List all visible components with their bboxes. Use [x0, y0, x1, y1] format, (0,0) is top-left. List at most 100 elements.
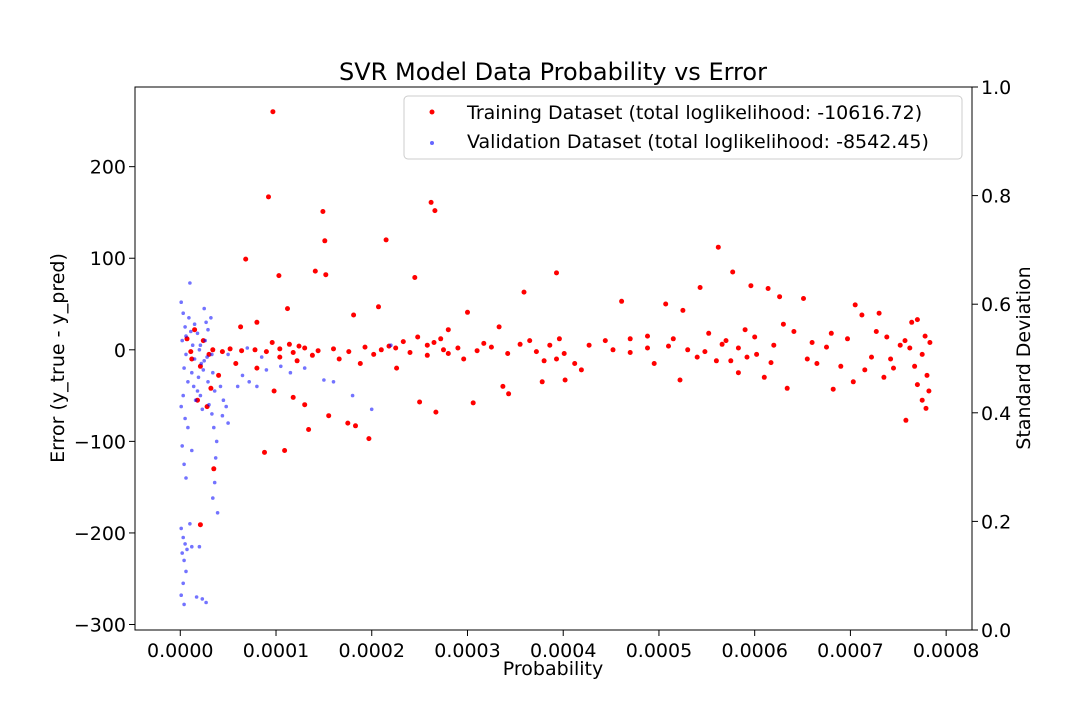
y-tick-label: 200 — [90, 157, 126, 179]
training-point — [876, 310, 882, 316]
training-point — [345, 420, 351, 426]
data-points — [179, 109, 933, 607]
validation-point — [221, 398, 226, 403]
validation-point — [192, 322, 197, 327]
training-point — [907, 345, 913, 351]
validation-point — [199, 361, 204, 366]
training-point — [645, 333, 650, 339]
validation-point — [198, 393, 203, 398]
training-point — [706, 330, 712, 336]
training-point — [719, 341, 725, 347]
training-point — [371, 351, 377, 357]
training-point — [801, 296, 806, 301]
validation-point — [183, 416, 187, 421]
training-point — [192, 327, 198, 333]
validation-point — [181, 581, 185, 586]
validation-point — [198, 343, 203, 348]
validation-point — [188, 281, 192, 285]
validation-point — [245, 346, 250, 350]
validation-point — [224, 404, 228, 409]
training-point — [290, 350, 296, 355]
training-point — [306, 427, 312, 432]
training-point — [912, 363, 918, 369]
validation-point — [179, 300, 183, 305]
validation-point — [212, 389, 217, 393]
training-point — [645, 345, 650, 351]
y-right-tick-label: 0.6 — [981, 294, 1011, 316]
training-point — [527, 338, 533, 344]
training-point — [881, 374, 887, 380]
training-point — [680, 307, 686, 313]
training-point — [919, 397, 925, 403]
training-point — [276, 273, 282, 279]
y-axis-left: 200 100 0 −100 −200 −300 — [74, 157, 135, 637]
training-point — [285, 306, 290, 312]
training-point — [407, 350, 413, 355]
training-point — [830, 386, 836, 392]
validation-point — [188, 522, 192, 526]
training-point — [252, 347, 258, 353]
training-point — [282, 448, 288, 453]
training-point — [670, 336, 676, 342]
x-tick-label: 0.0006 — [721, 640, 787, 662]
training-point — [189, 356, 195, 362]
training-point — [441, 347, 446, 353]
y-right-tick-label: 1.0 — [981, 77, 1011, 99]
x-tick-label: 0.0007 — [817, 640, 883, 662]
training-point — [539, 379, 545, 385]
training-point — [914, 382, 920, 388]
validation-point — [190, 448, 194, 453]
validation-point — [255, 384, 259, 389]
training-point — [470, 400, 476, 406]
training-point — [924, 372, 930, 378]
training-point — [814, 361, 820, 366]
training-point — [884, 334, 890, 340]
training-point — [610, 347, 616, 353]
training-point — [433, 409, 439, 415]
x-tick-label: 0.0005 — [626, 640, 692, 662]
validation-point — [226, 352, 230, 357]
training-point — [415, 334, 421, 340]
legend-label-validation: Validation Dataset (total loglikelihood:… — [467, 131, 929, 153]
training-point — [394, 365, 400, 371]
validation-point — [193, 398, 198, 403]
training-point — [445, 327, 451, 333]
validation-point — [179, 526, 183, 531]
training-point — [262, 449, 267, 455]
training-point — [715, 244, 721, 250]
y-axis-right: 1.0 0.8 0.6 0.4 0.2 0.0 — [972, 77, 1011, 642]
training-point — [366, 436, 372, 442]
training-point — [431, 340, 437, 345]
validation-point — [247, 380, 251, 384]
x-tick-label: 0.0000 — [147, 640, 213, 662]
training-point — [927, 340, 933, 345]
validation-point — [350, 393, 355, 398]
training-point — [362, 344, 368, 350]
validation-point — [197, 544, 202, 549]
validation-point — [369, 407, 374, 412]
validation-point — [322, 378, 326, 382]
validation-point — [218, 384, 223, 389]
x-tick-label: 0.0008 — [913, 640, 979, 662]
validation-point — [191, 384, 196, 389]
training-point — [897, 342, 903, 348]
training-point — [694, 354, 700, 360]
training-point — [302, 402, 308, 408]
training-point — [926, 388, 932, 394]
legend-marker-validation — [430, 141, 434, 145]
validation-point — [181, 311, 185, 316]
training-point — [619, 298, 625, 304]
training-point — [761, 374, 767, 380]
chart-title: SVR Model Data Probability vs Error — [339, 58, 767, 86]
training-point — [572, 361, 578, 366]
training-point — [663, 301, 669, 307]
validation-point — [212, 480, 217, 485]
validation-point — [202, 359, 206, 363]
training-point — [627, 350, 633, 355]
training-point — [873, 329, 879, 334]
validation-point — [195, 331, 200, 336]
training-point — [481, 340, 487, 346]
training-point — [488, 344, 494, 350]
validation-point — [279, 364, 283, 369]
validation-point — [204, 600, 208, 605]
